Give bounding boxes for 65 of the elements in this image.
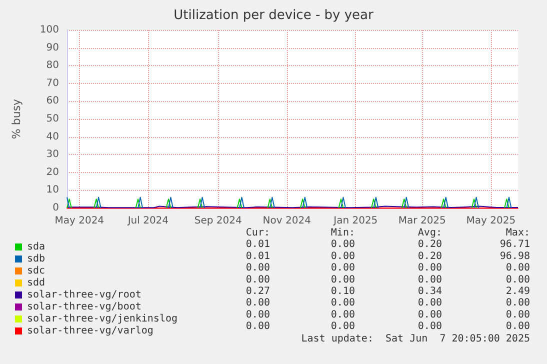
text: 0.00 (418, 309, 442, 320)
x-tick-label: May 2025 (466, 216, 516, 226)
y-tick-label: 0 (52, 202, 59, 214)
x-tick-label: Sep 2024 (194, 216, 242, 226)
text: 0.00 (246, 298, 270, 309)
text: Max: (506, 228, 530, 238)
text: 0.00 (246, 274, 270, 286)
text: 0.00 (330, 274, 355, 286)
legend-label: sdb (27, 254, 46, 264)
text: Cur: (246, 228, 270, 238)
text: 0.00 (330, 262, 355, 274)
text: 0.34 (418, 286, 442, 297)
text: 0.00 (418, 321, 442, 332)
y-tick-label: 20 (46, 166, 59, 178)
text: 2.49 (506, 286, 530, 297)
text: 0.01 (246, 239, 270, 250)
text: 0.00 (506, 309, 530, 320)
y-tick-label: 50 (46, 114, 59, 124)
text: 0.20 (418, 239, 442, 250)
y-tick-label: 10 (46, 184, 59, 196)
text: 0.00 (418, 274, 442, 286)
text: Last update: Sat Jun 7 20:05:00 2025 (301, 334, 530, 344)
x-tick-label: Mar 2025 (398, 216, 446, 226)
text: 96.71 (500, 239, 530, 250)
legend-label: solar-three-vg/jenkinslog (27, 314, 178, 324)
text: 0.00 (246, 309, 270, 320)
text: 0.00 (330, 298, 355, 309)
text: 0.00 (418, 262, 442, 274)
y-tick-label: 80 (46, 60, 59, 72)
text: Min: (330, 228, 355, 238)
legend-label: sdd (27, 278, 46, 288)
x-tick-label: Nov 2024 (262, 216, 311, 226)
text: 0.27 (246, 286, 270, 297)
text: 96.98 (500, 250, 530, 262)
text: Avg: (418, 228, 442, 238)
chart-title: Utilization per device - by year (174, 8, 374, 23)
text: 0.10 (330, 286, 355, 297)
legend-label: solar-three-vg/root (27, 290, 142, 300)
text: 0.20 (418, 250, 442, 262)
text: 0.00 (246, 321, 270, 332)
text: 0.00 (330, 250, 355, 262)
y-tick-label: 100 (40, 24, 59, 36)
y-tick-label: 30 (46, 149, 59, 160)
y-tick-label: 40 (46, 131, 59, 142)
text: 0.00 (330, 309, 355, 320)
text: 0.01 (246, 250, 270, 262)
legend-label: solar-three-vg/boot (27, 302, 142, 312)
legend-label: solar-three-vg/varlog (27, 326, 154, 336)
text: 0.00 (418, 298, 442, 309)
y-axis-title: % busy (10, 98, 23, 140)
text: 0.00 (506, 321, 530, 332)
y-tick-label: 70 (46, 78, 59, 89)
legend-label: sdc (27, 266, 46, 276)
text: 0.00 (330, 321, 355, 332)
text: 0.00 (506, 262, 530, 274)
text: 0.00 (506, 274, 530, 286)
legend-label: sda (27, 242, 46, 252)
text: 0.00 (506, 298, 530, 309)
x-tick-label: May 2024 (54, 216, 104, 226)
y-tick-label: 60 (46, 96, 59, 107)
y-tick-label: 90 (46, 42, 59, 54)
text: 0.00 (246, 262, 270, 274)
x-tick-label: Jul 2024 (126, 216, 169, 226)
text: 0.00 (330, 239, 355, 250)
x-tick-label: Jan 2025 (332, 216, 378, 226)
